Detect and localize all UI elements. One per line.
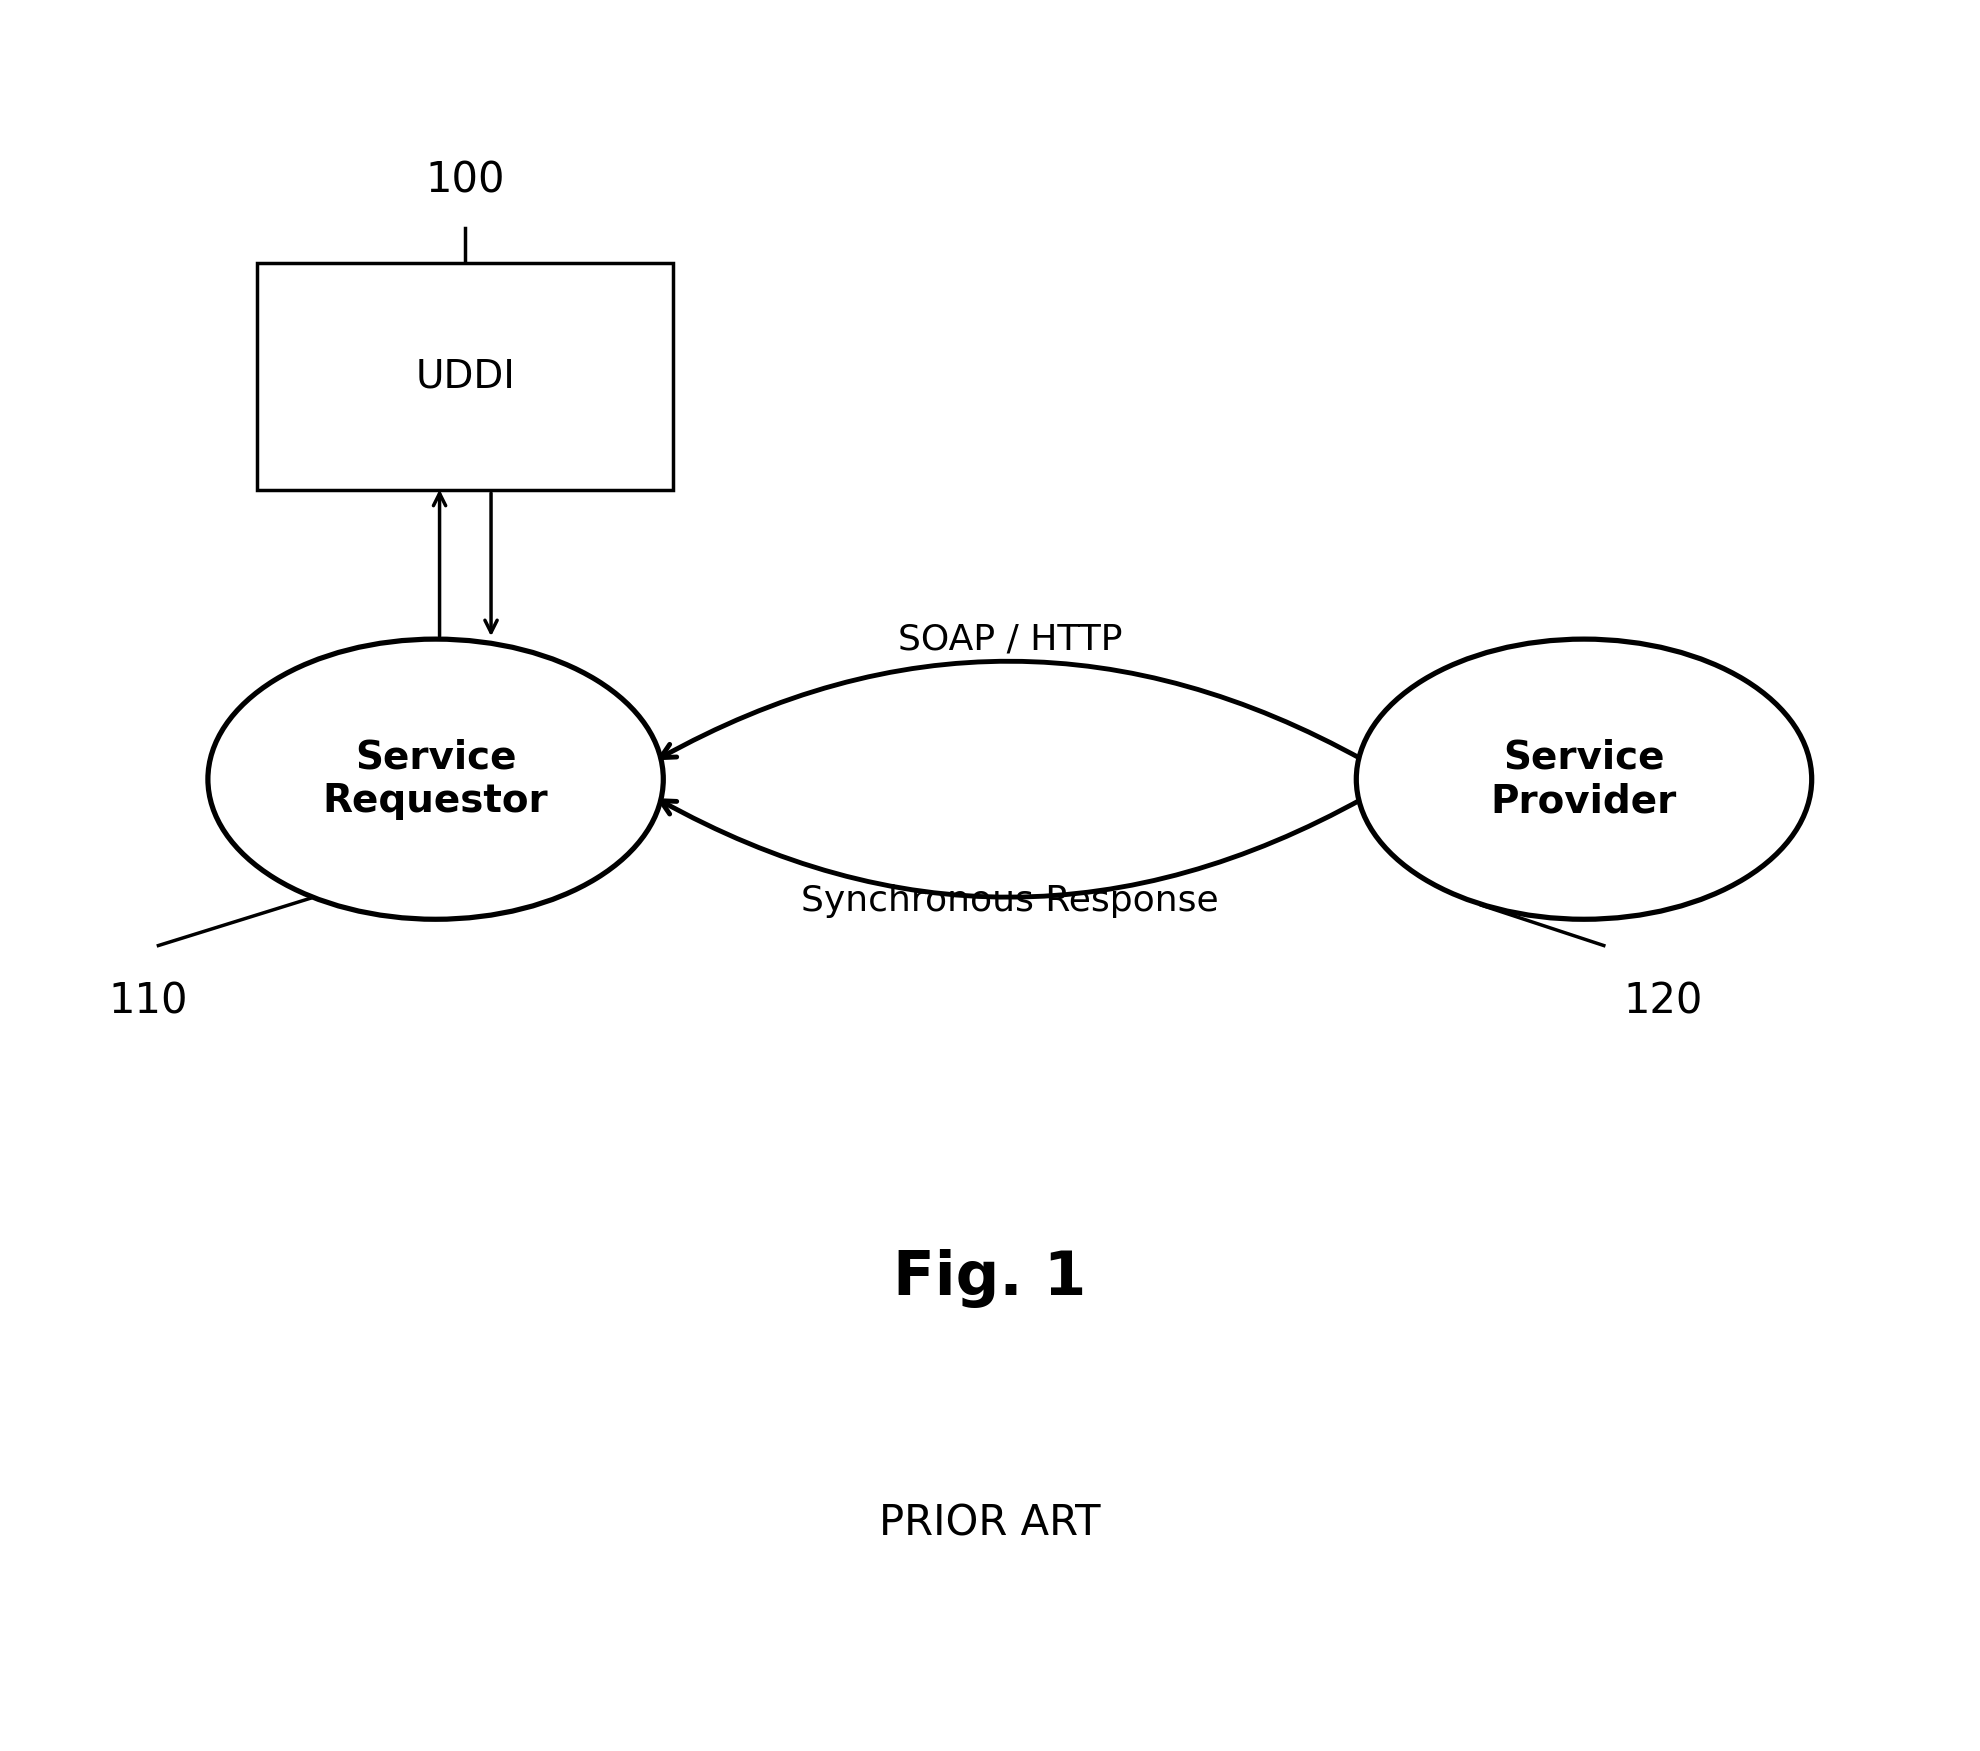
Text: 110: 110 — [109, 981, 188, 1023]
Text: PRIOR ART: PRIOR ART — [879, 1502, 1101, 1544]
Text: Service
Requestor: Service Requestor — [323, 739, 548, 819]
Text: 100: 100 — [426, 159, 505, 201]
Text: Fig. 1: Fig. 1 — [893, 1248, 1087, 1308]
Text: Service
Provider: Service Provider — [1491, 739, 1677, 819]
Text: SOAP / HTTP: SOAP / HTTP — [897, 623, 1123, 657]
FancyBboxPatch shape — [257, 263, 673, 490]
Text: Synchronous Response: Synchronous Response — [802, 884, 1218, 918]
Ellipse shape — [208, 639, 663, 919]
Text: 120: 120 — [1624, 981, 1703, 1023]
Ellipse shape — [1356, 639, 1812, 919]
Text: UDDI: UDDI — [416, 357, 515, 396]
